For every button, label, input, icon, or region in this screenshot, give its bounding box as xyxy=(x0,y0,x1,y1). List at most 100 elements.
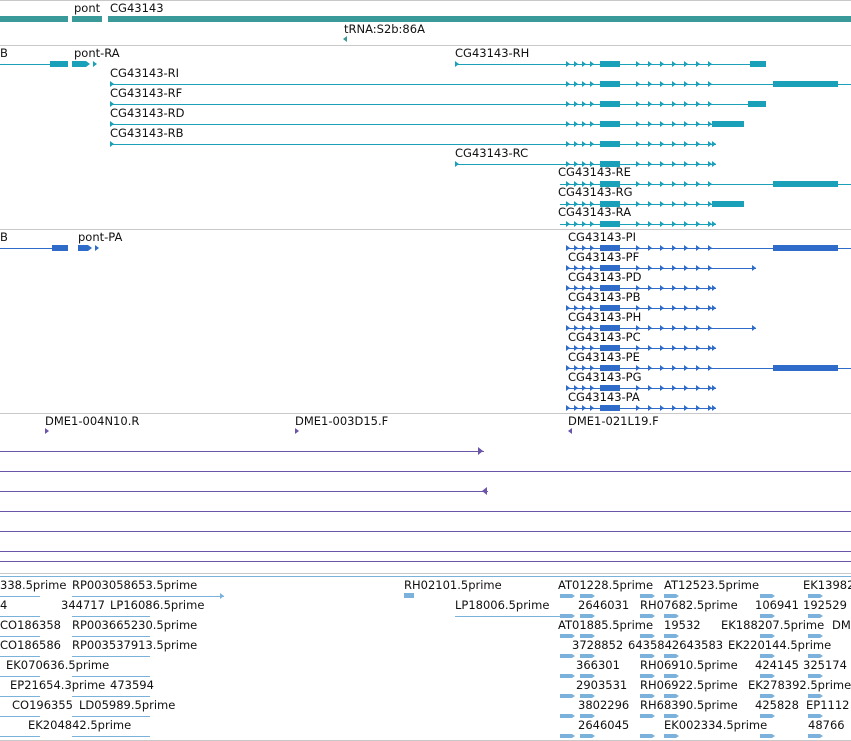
gene-label-pont[interactable]: pont xyxy=(74,1,101,15)
est-label[interactable]: 48766 xyxy=(808,718,845,732)
transcript-label-cg43143-ra[interactable]: CG43143-RA xyxy=(558,205,632,219)
protein-exon-arrow xyxy=(684,405,688,411)
est-label[interactable]: RH68390.5prime xyxy=(640,698,738,712)
transcript-label-cg43143-rf[interactable]: CG43143-RF xyxy=(110,86,183,100)
protein-exon-arrow xyxy=(574,305,578,311)
transcript-label-cg43143-rg[interactable]: CG43143-RG xyxy=(558,185,633,199)
est-label[interactable]: EK278392.5prime xyxy=(748,678,851,692)
est-arrow xyxy=(572,614,575,618)
est-label[interactable]: 338.5prime xyxy=(0,578,67,592)
est-label[interactable]: AT01228.5prime xyxy=(558,578,654,592)
protein-label-cg43143-pg[interactable]: CG43143-PG xyxy=(568,370,642,384)
est-label[interactable]: 344717 xyxy=(61,598,105,612)
protein-label-cg43143-pa[interactable]: CG43143-PA xyxy=(568,390,640,404)
est-label[interactable]: 424145 xyxy=(755,658,799,672)
est-label[interactable]: 473594 xyxy=(110,678,154,692)
est-label[interactable]: AT12523.5prime xyxy=(664,578,760,592)
gene-label-cg43143[interactable]: CG43143 xyxy=(110,1,164,15)
est-label[interactable]: LD05989.5prime xyxy=(79,698,176,712)
transcript-label-pont-ra[interactable]: pont-RA xyxy=(74,46,120,60)
protein-label-cg43143-pd[interactable]: CG43143-PD xyxy=(568,270,642,284)
protein-exon-arrow xyxy=(566,405,570,411)
est-label[interactable]: EK002334.5prime xyxy=(664,718,768,732)
transcript-label-cg43143-rh[interactable]: CG43143-RH xyxy=(455,46,530,60)
protein-exon-arrow xyxy=(696,345,700,351)
est-label[interactable]: RP003665230.5prime xyxy=(72,618,198,632)
protein-exon-arrow xyxy=(566,385,570,391)
est-block xyxy=(560,714,572,718)
est-label[interactable]: 3802296 xyxy=(578,698,630,712)
est-label[interactable]: 6435842643583 xyxy=(628,638,724,652)
est-label[interactable]: RH06922.5prime xyxy=(640,678,738,692)
est-block xyxy=(760,614,772,618)
est-label[interactable]: 19532 xyxy=(664,618,701,632)
re-exon-arrow xyxy=(672,181,676,187)
est-label[interactable]: 2646031 xyxy=(578,598,630,612)
est-label[interactable]: EK220144.5prime xyxy=(728,638,832,652)
est-label[interactable]: 366301 xyxy=(576,658,620,672)
transcript-label-cg43143-rb[interactable]: CG43143-RB xyxy=(110,126,184,140)
transcript-label-cg43143-ri[interactable]: CG43143-RI xyxy=(110,66,180,80)
protein-exon-arrow xyxy=(660,265,664,271)
protein-label-cg43143-pb[interactable]: CG43143-PB xyxy=(568,290,641,304)
gene-label-trna[interactable]: tRNA:S2b:86A xyxy=(344,22,425,36)
clone-label-dme1-004n10[interactable]: DME1-004N10.R xyxy=(45,414,140,428)
protein-exon-arrow xyxy=(648,345,652,351)
protein-label-cg43143-pi[interactable]: CG43143-PI xyxy=(568,230,637,244)
est-label[interactable]: EP21654.3prime xyxy=(10,678,106,692)
protein-exon-arrow xyxy=(582,345,586,351)
est-label[interactable]: 192529 xyxy=(803,598,847,612)
est-label[interactable]: RH07682.5prime xyxy=(640,598,738,612)
re-exon xyxy=(600,181,620,187)
protein-exon-arrow xyxy=(636,285,640,291)
est-label[interactable]: CO186358 xyxy=(0,618,61,632)
transcript-label-cg43143-rc[interactable]: CG43143-RC xyxy=(455,146,529,160)
protein-label-cg43143-pc[interactable]: CG43143-PC xyxy=(568,330,641,344)
est-label[interactable]: EK188207.5prime xyxy=(721,618,825,632)
est-label[interactable]: 3728852 xyxy=(572,638,624,652)
est-label[interactable]: 2646045 xyxy=(578,718,630,732)
est-label[interactable]: LP18006.5prime xyxy=(455,598,550,612)
protein-label-b[interactable]: B xyxy=(0,230,8,244)
transcript-label-cg43143-re[interactable]: CG43143-RE xyxy=(558,165,631,179)
rf-exon-arrow xyxy=(648,101,652,107)
transcript-label-cg43143-rd[interactable]: CG43143-RD xyxy=(110,106,185,120)
est-arrow xyxy=(772,734,775,738)
est-label[interactable]: EK204842.5prime xyxy=(28,718,132,732)
rf-exon-arrow xyxy=(672,101,676,107)
protein-exon-arrow xyxy=(660,325,664,331)
protein-exon-arrow xyxy=(566,245,570,251)
est-label[interactable]: CO186586 xyxy=(0,638,61,652)
est-label[interactable]: 325174 xyxy=(803,658,847,672)
track-separator xyxy=(0,0,851,1)
est-label[interactable]: RP003058653.5prime xyxy=(72,578,198,592)
est-label[interactable]: 425828 xyxy=(755,698,799,712)
protein-label-cg43143-pf[interactable]: CG43143-PF xyxy=(568,250,640,264)
est-block xyxy=(640,614,652,618)
clone-label-dme1-021l19[interactable]: DME1-021L19.F xyxy=(568,414,659,428)
protein-label-cg43143-pe[interactable]: CG43143-PE xyxy=(568,350,640,364)
est-label[interactable]: 4 xyxy=(0,598,8,612)
est-arrow xyxy=(676,674,679,678)
est-label[interactable]: RP003537913.5prime xyxy=(72,638,198,652)
transcript-start xyxy=(110,121,114,127)
clone-label-dme1-003d15[interactable]: DME1-003D15.F xyxy=(295,414,389,428)
est-label[interactable]: EK13982 xyxy=(803,578,851,592)
est-label[interactable]: CO196355 xyxy=(12,698,73,712)
est-block xyxy=(664,694,676,698)
est-label[interactable]: AT01885.5prime xyxy=(558,618,654,632)
est-label[interactable]: 2903531 xyxy=(576,678,628,692)
est-label[interactable]: 106941 xyxy=(755,598,799,612)
est-label[interactable]: RH02101.5prime xyxy=(404,578,502,592)
est-label[interactable]: EP1112 xyxy=(806,698,850,712)
protein-label-pont-pa[interactable]: pont-PA xyxy=(78,230,123,244)
est-label[interactable]: EK070636.5prime xyxy=(6,658,110,672)
protein-exon-arrow xyxy=(660,385,664,391)
est-label[interactable]: LP16086.5prime xyxy=(110,598,205,612)
est-label[interactable]: DM xyxy=(832,618,851,632)
est-arrow xyxy=(652,614,655,618)
protein-exon-arrow xyxy=(672,325,676,331)
est-label[interactable]: RH06910.5prime xyxy=(640,658,738,672)
protein-label-cg43143-ph[interactable]: CG43143-PH xyxy=(568,310,642,324)
transcript-label-b[interactable]: B xyxy=(0,46,8,60)
